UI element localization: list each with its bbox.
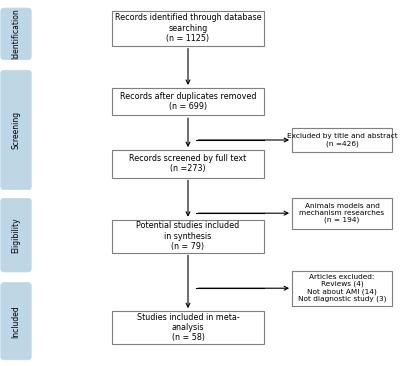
Text: Included: Included (12, 305, 20, 337)
Text: Identification: Identification (12, 8, 20, 59)
FancyBboxPatch shape (1, 8, 31, 60)
Text: Screening: Screening (12, 111, 20, 149)
Text: Animals models and
mechanism researches
(n = 194): Animals models and mechanism researches … (300, 203, 384, 224)
FancyBboxPatch shape (1, 70, 31, 190)
Text: Records screened by full text
(n =273): Records screened by full text (n =273) (129, 154, 247, 173)
Text: Excluded by title and abstract
(n =426): Excluded by title and abstract (n =426) (287, 133, 397, 147)
FancyBboxPatch shape (112, 311, 264, 344)
FancyBboxPatch shape (112, 220, 264, 253)
FancyBboxPatch shape (112, 88, 264, 115)
Text: Articles excluded:
Reviews (4)
Not about AMI (14)
Not diagnostic study (3): Articles excluded: Reviews (4) Not about… (298, 274, 386, 302)
Text: Records identified through database
searching
(n = 1125): Records identified through database sear… (115, 14, 261, 43)
Text: Potential studies included
in synthesis
(n = 79): Potential studies included in synthesis … (136, 221, 240, 251)
FancyBboxPatch shape (1, 198, 31, 272)
FancyBboxPatch shape (292, 198, 392, 229)
Text: Studies included in meta-
analysis
(n = 58): Studies included in meta- analysis (n = … (137, 313, 239, 343)
Text: Records after duplicates removed
(n = 699): Records after duplicates removed (n = 69… (120, 92, 256, 111)
FancyBboxPatch shape (112, 150, 264, 178)
FancyBboxPatch shape (112, 11, 264, 46)
Text: Eligibility: Eligibility (12, 217, 20, 253)
FancyBboxPatch shape (292, 271, 392, 306)
FancyBboxPatch shape (292, 128, 392, 152)
FancyBboxPatch shape (1, 283, 31, 360)
